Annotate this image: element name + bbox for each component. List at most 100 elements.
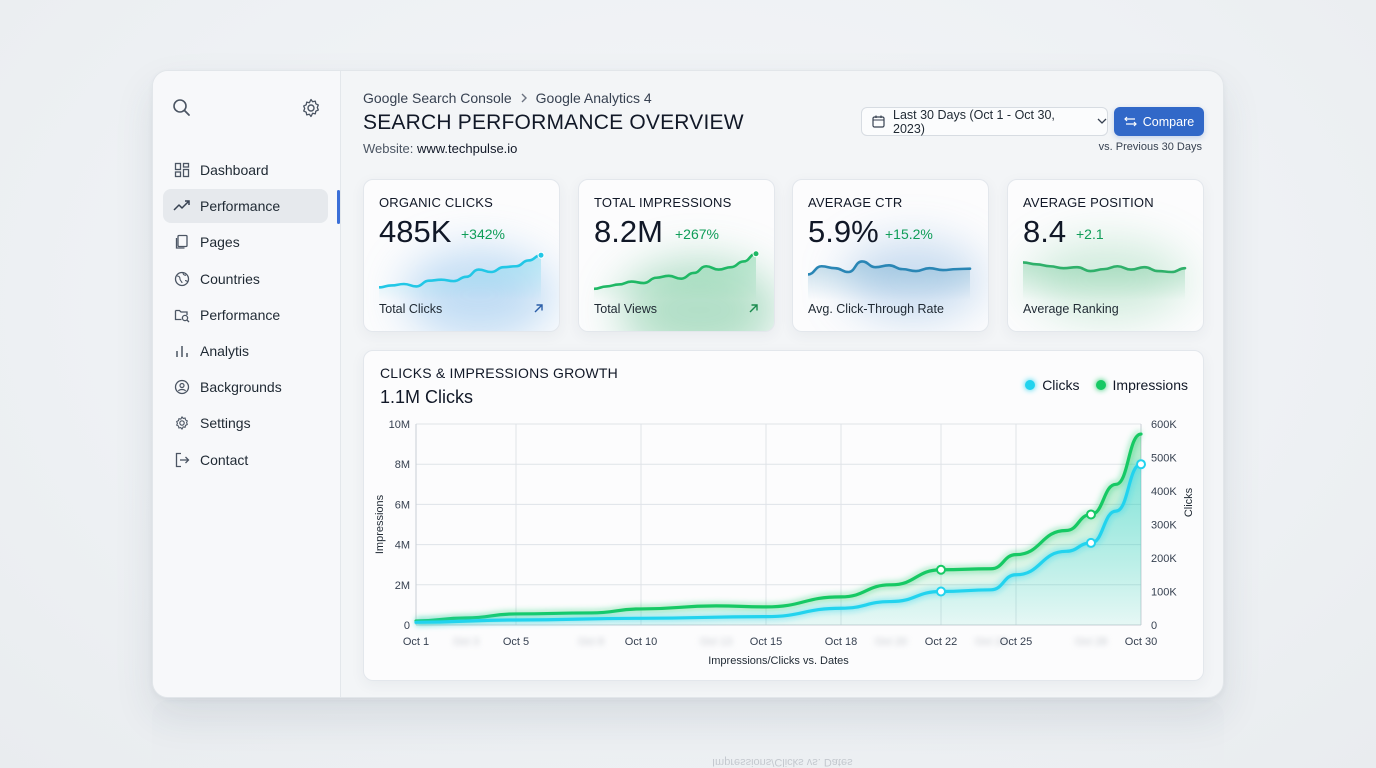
clicks-point	[936, 586, 946, 597]
y-tick-label: 6M	[395, 499, 410, 511]
frame-reflection: Impressions/Clicks vs. Dates	[152, 700, 1224, 768]
sidebar-item-label: Dashboard	[200, 162, 269, 178]
legend-item-impressions[interactable]: Impressions	[1095, 377, 1188, 393]
kpi-change: +2.1	[1076, 226, 1104, 242]
kpi-change: +342%	[461, 226, 505, 242]
sidebar-item-contact[interactable]: Contact	[163, 443, 328, 477]
date-range-select[interactable]: Last 30 Days (Oct 1 - Oct 30, 2023)	[861, 107, 1108, 136]
kpi-card-average-position[interactable]: AVERAGE POSITION 8.4 +2.1 Average Rankin…	[1007, 179, 1204, 332]
date-range-label: Last 30 Days (Oct 1 - Oct 30, 2023)	[893, 107, 1055, 136]
y-tick-label: 4M	[395, 540, 410, 552]
website-url: www.techpulse.io	[416, 141, 518, 156]
kpi-value: 8.2M	[594, 214, 663, 249]
kpi-card-organic-clicks[interactable]: ORGANIC CLICKS 485K +342% Total Clicks	[363, 179, 560, 332]
y2-tick-label: 600K	[1151, 419, 1177, 431]
website-label: Website:	[363, 141, 414, 156]
sidebar-item-analytis[interactable]: Analytis	[163, 334, 328, 368]
y2-tick-label: 100K	[1151, 587, 1177, 599]
sidebar-item-label: Settings	[200, 415, 251, 432]
bar-chart-icon	[173, 342, 191, 360]
breadcrumb-item[interactable]: Google Search Console	[363, 90, 512, 106]
kpi-label: AVERAGE CTR	[808, 195, 903, 210]
kpi-footer: Total Views	[594, 302, 657, 316]
x-tick-label: Oct 24	[975, 636, 1007, 648]
x-tick-label: Oct 20	[875, 636, 907, 648]
sidebar-item-label: Backgrounds	[200, 379, 282, 396]
kpi-card-average-ctr[interactable]: AVERAGE CTR 5.9% +15.2% Avg. Click-Throu…	[792, 179, 989, 332]
x-tick-label: Oct 3	[453, 636, 479, 648]
sparkline-area	[1023, 262, 1185, 300]
chart-subtitle-unit: Clicks	[425, 387, 474, 407]
breadcrumb-item[interactable]: Google Analytics 4	[535, 90, 652, 106]
trend-icon	[173, 197, 191, 215]
reflection-xlabel: Impressions/Clicks vs. Dates	[712, 756, 853, 768]
y2-tick-label: 0	[1151, 620, 1157, 632]
main-content: Google Search Console Google Analytics 4…	[342, 71, 1223, 697]
kpi-card-total-impressions[interactable]: TOTAL IMPRESSIONS 8.2M +267% Total Views	[578, 179, 775, 332]
sidebar-item-countries[interactable]: Countries	[163, 262, 328, 296]
chevron-down-icon	[1097, 118, 1107, 125]
gear-icon[interactable]	[300, 97, 322, 119]
kpi-label: AVERAGE POSITION	[1023, 195, 1154, 210]
sidebar-item-dashboard[interactable]: Dashboard	[163, 153, 328, 187]
legend-label: Clicks	[1042, 377, 1080, 393]
sidebar-item-settings[interactable]: Settings	[163, 406, 328, 440]
impressions-line	[414, 432, 1143, 623]
sidebar-item-label: Analytis	[200, 342, 250, 359]
kpi-value: 8.4	[1023, 214, 1067, 249]
kpi-footer: Average Ranking	[1023, 302, 1119, 316]
legend-dot	[1095, 380, 1106, 390]
x-tick-label: Oct 5	[503, 636, 529, 648]
x-tick-label: Oct 18	[825, 636, 857, 648]
sparkline-area	[594, 253, 756, 300]
sidebar-item-performance[interactable]: Performance	[163, 189, 328, 224]
gear-icon	[173, 414, 191, 432]
breadcrumb: Google Search Console Google Analytics 4	[363, 90, 652, 106]
kpi-change: +267%	[675, 226, 719, 242]
sparkline-line	[594, 252, 758, 291]
chart-subtitle-value: 1.1M	[380, 387, 421, 407]
legend-dot	[1025, 380, 1036, 390]
search-icon[interactable]	[171, 97, 193, 119]
y-tick-label: 0	[404, 620, 410, 632]
y2-tick-label: 300K	[1151, 520, 1177, 532]
arrow-up-right-icon[interactable]	[533, 303, 544, 314]
chart-subtitle: 1.1M Clicks	[380, 387, 473, 408]
sidebar-item-performance-2[interactable]: Performance	[163, 298, 328, 332]
sidebar: Dashboard Performance Pages Countries Pe…	[153, 71, 341, 697]
logout-icon	[173, 451, 191, 469]
compare-label: Compare	[1142, 114, 1195, 129]
clicks-point	[1086, 537, 1096, 548]
sidebar-nav: Dashboard Performance Pages Countries Pe…	[163, 153, 328, 479]
impressions-point	[1086, 509, 1096, 520]
sidebar-item-backgrounds[interactable]: Backgrounds	[163, 370, 328, 404]
x-tick-label: Oct 15	[750, 636, 782, 648]
dashboard-icon	[173, 161, 191, 179]
impressions-point	[936, 564, 946, 575]
chart-title: CLICKS & IMPRESSIONS GROWTH	[380, 365, 618, 381]
sidebar-item-pages[interactable]: Pages	[163, 225, 328, 259]
pages-icon	[173, 233, 191, 251]
sidebar-item-label: Performance	[200, 306, 281, 323]
legend-item-clicks[interactable]: Clicks	[1025, 377, 1080, 393]
compare-button[interactable]: Compare	[1114, 107, 1204, 136]
sparkline-area	[808, 261, 970, 300]
sidebar-item-label: Contact	[200, 451, 249, 468]
x-tick-label: Oct 13	[700, 636, 732, 648]
y2-tick-label: 200K	[1151, 553, 1177, 565]
growth-chart: 0 2M 4M 6M 8M 10M 0 100K 200K 300K 400K 500K 600K Oct…	[374, 419, 1195, 667]
x-tick-label: Oct 28	[1075, 636, 1107, 648]
clicks-area	[416, 464, 1141, 625]
comparison-note: vs. Previous 30 Days	[1098, 141, 1202, 153]
sidebar-item-label: Performance	[200, 198, 281, 215]
sparkline-line	[1023, 261, 1187, 274]
kpi-value: 5.9%	[808, 214, 879, 249]
arrow-up-right-icon[interactable]	[748, 303, 759, 314]
x-tick-label: Oct 1	[403, 636, 429, 648]
impressions-area	[416, 434, 1141, 625]
kpi-label: ORGANIC CLICKS	[379, 195, 494, 210]
kpi-label: TOTAL IMPRESSIONS	[594, 195, 732, 210]
y2-tick-label: 500K	[1151, 453, 1177, 465]
y2-tick-label: 400K	[1151, 486, 1177, 498]
chart-legend: Clicks Impressions	[1009, 377, 1188, 393]
